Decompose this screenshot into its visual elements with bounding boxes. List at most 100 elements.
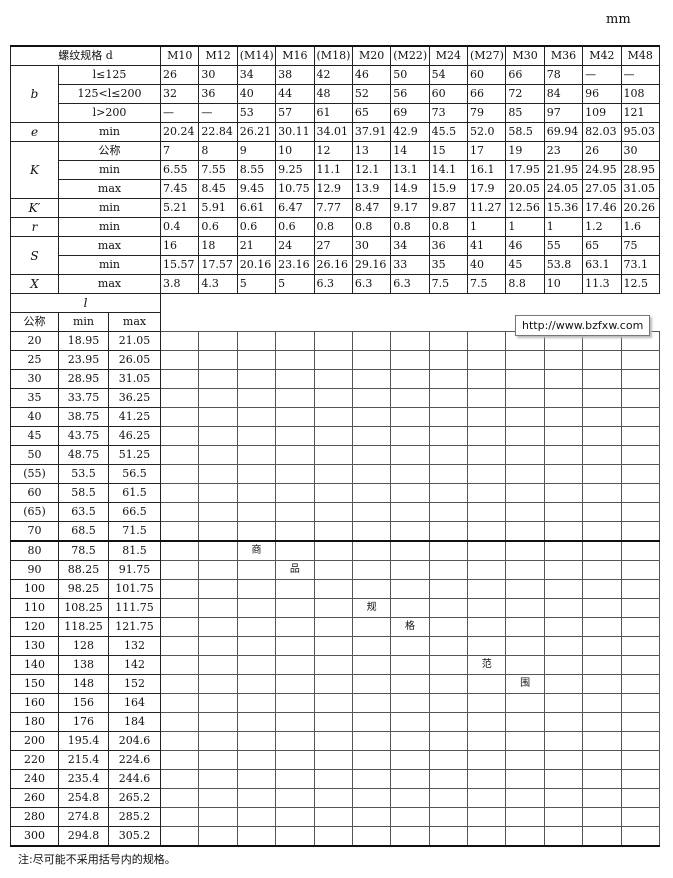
range-cell xyxy=(543,483,584,503)
range-cell xyxy=(620,388,661,408)
range-cell xyxy=(351,388,392,408)
range-cell xyxy=(313,731,353,751)
range-cell xyxy=(467,426,507,446)
param-value: 15.36 xyxy=(543,198,584,218)
range-cell xyxy=(236,483,277,503)
range-cell xyxy=(505,750,545,770)
param-value: 29.16 xyxy=(351,255,392,275)
param-value: 69 xyxy=(390,103,430,123)
length-min: 18.95 xyxy=(58,331,109,351)
param-value: 27 xyxy=(313,236,353,256)
range-cell xyxy=(505,769,545,789)
param-sub-label: min xyxy=(57,122,162,142)
param-value: 7.77 xyxy=(313,198,353,218)
range-cell xyxy=(275,445,315,465)
length-nominal: 25 xyxy=(10,350,59,370)
param-value: 8.45 xyxy=(198,179,238,199)
param-value: 33 xyxy=(390,255,430,275)
range-cell xyxy=(390,693,430,713)
range-cell xyxy=(428,712,469,732)
range-cell xyxy=(351,731,392,751)
range-cell xyxy=(620,560,661,580)
range-cell xyxy=(543,598,584,618)
length-max: 184 xyxy=(107,712,162,732)
param-value: 21.95 xyxy=(543,160,584,180)
length-col-header: max xyxy=(107,312,162,332)
range-cell xyxy=(390,350,430,370)
range-cell xyxy=(198,636,238,656)
param-value: 9.45 xyxy=(236,179,277,199)
range-cell xyxy=(313,369,353,389)
range-cell xyxy=(236,521,277,542)
param-value: 8.47 xyxy=(351,198,392,218)
range-cell xyxy=(160,521,200,542)
param-symbol: K′ xyxy=(10,198,59,218)
length-max: 101.75 xyxy=(107,579,162,599)
param-value: 10 xyxy=(543,274,584,294)
param-value: 54 xyxy=(428,65,469,85)
param-value: 13 xyxy=(351,141,392,161)
range-cell xyxy=(467,502,507,522)
length-row: 130 128 132 xyxy=(10,636,661,656)
length-nominal: 300 xyxy=(10,826,59,847)
length-max: 61.5 xyxy=(107,483,162,503)
param-value: 17.46 xyxy=(582,198,622,218)
range-cell xyxy=(160,636,200,656)
length-min: 33.75 xyxy=(58,388,109,408)
param-value: 30 xyxy=(351,236,392,256)
length-max: 142 xyxy=(107,655,162,675)
param-value: 13.1 xyxy=(390,160,430,180)
param-value: 7 xyxy=(160,141,200,161)
range-cell xyxy=(467,579,507,599)
range-cell xyxy=(313,807,353,827)
param-value: 36 xyxy=(428,236,469,256)
size-header: M16 xyxy=(275,45,315,66)
param-value: 12.1 xyxy=(351,160,392,180)
range-cell xyxy=(467,483,507,503)
range-cell xyxy=(160,788,200,808)
length-row: 260 254.8 265.2 xyxy=(10,788,661,808)
length-min: 235.4 xyxy=(58,769,109,789)
param-value: 32 xyxy=(160,84,200,104)
param-sub-label: l≤125 xyxy=(57,65,162,85)
range-cell xyxy=(428,598,469,618)
length-min: 294.8 xyxy=(58,826,109,847)
range-cell xyxy=(428,560,469,580)
range-cell xyxy=(390,560,430,580)
range-cell xyxy=(351,693,392,713)
range-mark: 围 xyxy=(505,674,545,694)
range-cell xyxy=(313,826,353,847)
range-cell xyxy=(313,407,353,427)
param-value: 79 xyxy=(467,103,507,123)
param-value: 75 xyxy=(620,236,661,256)
range-cell xyxy=(236,788,277,808)
range-cell xyxy=(160,826,200,847)
range-cell xyxy=(505,483,545,503)
param-value: 20.16 xyxy=(236,255,277,275)
param-value: 52 xyxy=(351,84,392,104)
range-cell xyxy=(582,579,622,599)
range-cell xyxy=(236,826,277,847)
range-cell xyxy=(275,636,315,656)
range-cell xyxy=(582,426,622,446)
length-max: 152 xyxy=(107,674,162,694)
range-cell xyxy=(620,788,661,808)
range-cell xyxy=(236,807,277,827)
size-header: M42 xyxy=(582,45,622,66)
length-row: (55) 53.5 56.5 xyxy=(10,464,661,484)
range-cell xyxy=(467,788,507,808)
range-cell xyxy=(582,655,622,675)
range-cell xyxy=(582,521,622,542)
range-cell xyxy=(467,807,507,827)
range-cell xyxy=(620,445,661,465)
param-value: 12.5 xyxy=(620,274,661,294)
range-cell xyxy=(275,426,315,446)
param-value: 15.9 xyxy=(428,179,469,199)
param-value: 17 xyxy=(467,141,507,161)
range-cell xyxy=(543,731,584,751)
length-max: 204.6 xyxy=(107,731,162,751)
range-cell xyxy=(467,331,507,351)
range-cell xyxy=(275,826,315,847)
length-max: 81.5 xyxy=(107,540,162,561)
range-cell xyxy=(543,426,584,446)
